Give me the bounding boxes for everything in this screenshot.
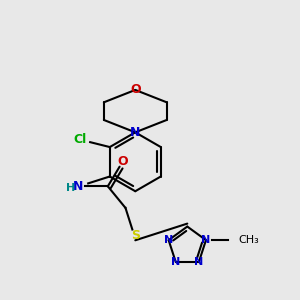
Text: N: N [130, 126, 140, 139]
Text: S: S [131, 229, 140, 242]
Text: N: N [171, 257, 180, 267]
Text: N: N [164, 235, 173, 245]
Text: N: N [73, 180, 84, 193]
Text: H: H [66, 183, 75, 193]
Text: O: O [117, 155, 128, 168]
Text: O: O [130, 83, 141, 96]
Text: CH₃: CH₃ [238, 235, 259, 245]
Text: N: N [201, 235, 211, 245]
Text: N: N [194, 257, 203, 267]
Text: Cl: Cl [74, 133, 87, 146]
